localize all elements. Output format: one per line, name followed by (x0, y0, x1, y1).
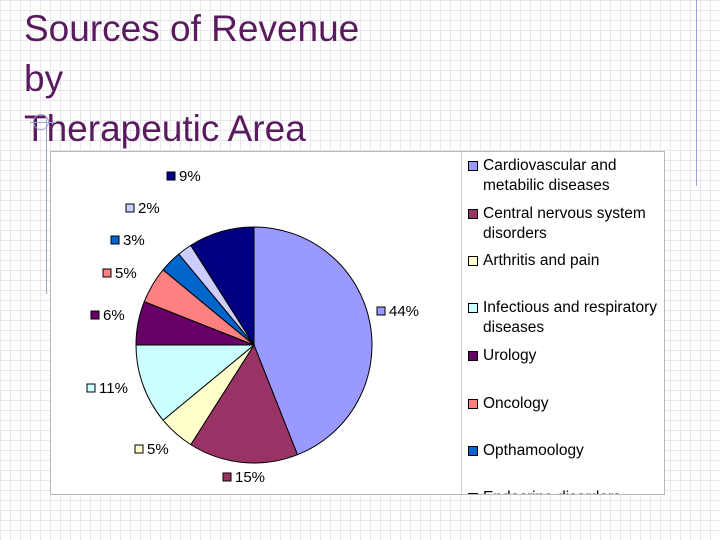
data-label-swatch (125, 203, 135, 213)
pie-slice (190, 343, 299, 464)
legend-label: Opthamoology (483, 442, 584, 459)
legend-label: Urology (483, 347, 537, 364)
legend-swatch (468, 161, 478, 171)
title-line-3: Therapeutic Area (24, 108, 306, 149)
legend-label: Infectious and respiratory diseases (483, 299, 658, 336)
data-label: 9% (179, 168, 201, 185)
data-label-swatch (134, 444, 144, 454)
data-label-swatch (166, 171, 176, 181)
data-label: 15% (235, 469, 265, 486)
legend-swatch (468, 446, 478, 456)
legend-label: Central nervous system disorders (483, 205, 646, 242)
data-label: 3% (123, 232, 145, 249)
pie-chart: 44% 15% 5% 11% 6% 5% 3% 2% 9% Cardiovascular and… (50, 151, 665, 495)
pie-slice (190, 226, 255, 347)
slide-title: Sources of Revenue by Therapeutic Area (24, 4, 359, 154)
chart-legend: Cardiovascular and metabilic diseases Cen… (461, 152, 664, 494)
legend-swatch (468, 399, 478, 409)
legend-swatch (468, 209, 478, 219)
title-line-1: Sources of Revenue (24, 8, 360, 49)
pie-slice (135, 344, 256, 421)
data-label: 44% (389, 303, 419, 320)
legend-label: Arthritis and pain (483, 252, 600, 269)
legend-label: Oncology (483, 395, 549, 412)
pie-chart-plot: 44% 15% 5% 11% 6% 5% 3% 2% 9% (86, 168, 419, 486)
data-label-swatch (102, 268, 112, 278)
data-label: 2% (138, 200, 160, 217)
data-label: 5% (115, 265, 137, 282)
legend-label: Cardiovascular and metabilic diseases (483, 157, 617, 194)
data-label: 6% (103, 307, 125, 324)
title-line-2: by (24, 58, 64, 99)
legend-swatch (468, 303, 478, 313)
data-label: 11% (99, 380, 128, 397)
data-label-swatch (90, 310, 100, 320)
data-label-swatch (222, 472, 232, 482)
decorative-line (696, 0, 697, 186)
decorative-line (46, 118, 47, 294)
legend-label: Endocrine disorders (483, 488, 663, 494)
legend-swatch (468, 493, 478, 494)
legend-swatch (468, 256, 478, 266)
pie-slice (253, 226, 373, 456)
data-label-swatch (86, 383, 96, 393)
legend-swatch (468, 351, 478, 361)
decorative-circle (33, 114, 49, 130)
data-label-swatch (110, 235, 120, 245)
data-label-swatch (376, 306, 386, 316)
data-label: 5% (147, 441, 169, 458)
